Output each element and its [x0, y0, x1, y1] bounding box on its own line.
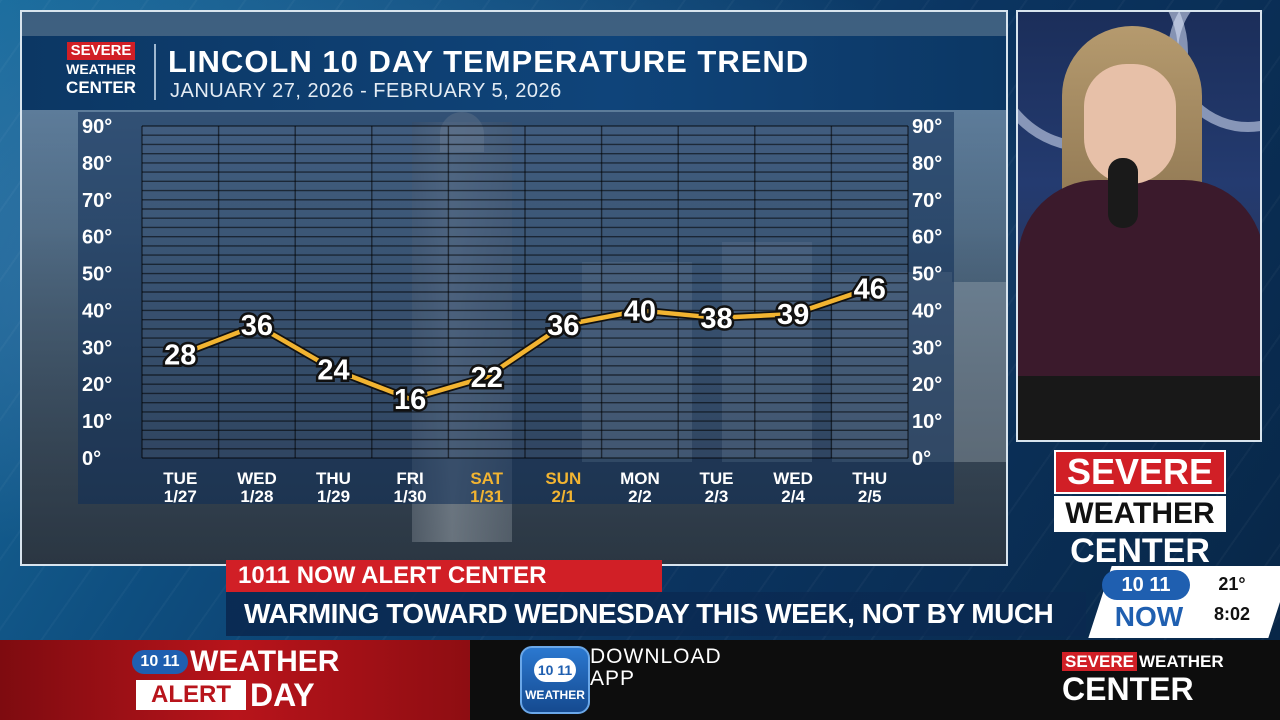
weather-alert-day-banner: 10 11 WEATHER ALERT DAY — [0, 640, 470, 720]
logo-weather-text: WEATHER — [66, 61, 136, 77]
y-tick-label-right: 50° — [912, 264, 942, 286]
headline-text: WARMING TOWARD WEDNESDAY THIS WEEK, NOT … — [244, 598, 1054, 629]
x-date-label: 2/4 — [781, 487, 805, 504]
x-date-label: 1/27 — [164, 487, 197, 504]
bug-now-logo: NOW — [1114, 601, 1184, 632]
temperature-data-label: 46 — [854, 273, 886, 305]
x-day-label: SAT — [470, 469, 503, 488]
x-day-label: TUE — [163, 469, 197, 488]
severe-weather-center-logo: SEVERE WEATHER CENTER — [58, 42, 144, 104]
backdrop-building — [952, 282, 1006, 462]
temperature-data-label: 39 — [777, 299, 809, 331]
bottom-logo-center: CENTER — [1062, 671, 1194, 707]
x-day-label: THU — [852, 469, 887, 488]
temperature-data-label: 28 — [164, 340, 196, 372]
x-day-label: TUE — [700, 469, 734, 488]
x-date-label: 1/30 — [394, 487, 427, 504]
x-day-label: FRI — [396, 469, 423, 488]
temperature-data-label: 38 — [700, 303, 732, 335]
y-tick-label-right: 30° — [912, 337, 942, 359]
x-date-label: 2/2 — [628, 487, 652, 504]
temperature-data-label: 22 — [471, 362, 503, 394]
temperature-line — [178, 286, 872, 402]
bottom-banner: 10 11 WEATHER ALERT DAY 10 11 WEATHER DO… — [0, 640, 1280, 720]
temperature-data-label: 36 — [241, 310, 273, 342]
logo-severe-text: SEVERE — [66, 42, 136, 60]
y-tick-label-right: 0° — [912, 448, 931, 470]
y-tick-label-left: 40° — [82, 300, 112, 322]
chart-title: LINCOLN 10 DAY TEMPERATURE TREND — [168, 44, 810, 79]
bottom-logo-severe: SEVERE — [1062, 652, 1137, 671]
x-day-label: SUN — [545, 469, 581, 488]
y-tick-label-right: 90° — [912, 116, 942, 138]
x-day-label: WED — [773, 469, 813, 488]
y-tick-label-right: 70° — [912, 190, 942, 212]
side-logo-weather: WEATHER — [1054, 496, 1226, 532]
y-tick-label-left: 80° — [82, 153, 112, 175]
logo-center-text: CENTER — [66, 78, 136, 97]
y-tick-label-left: 0° — [82, 448, 101, 470]
chart-area: 0° 0° 10° 10° 20° 20° 30° 30° 40° 40° 50° 50° 60° 60°… — [78, 112, 954, 504]
x-day-label: MON — [620, 469, 660, 488]
x-date-label: 1/31 — [470, 487, 503, 504]
chart-subtitle: JANUARY 27, 2026 - FEBRUARY 5, 2026 — [170, 80, 562, 102]
x-day-label: WED — [237, 469, 277, 488]
bug-1011-logo: 10 11 — [1102, 570, 1190, 600]
temperature-data-label: 40 — [624, 295, 656, 327]
y-tick-label-left: 30° — [82, 337, 112, 359]
app-weather-label: WEATHER — [525, 688, 585, 702]
y-tick-label-left: 90° — [82, 116, 112, 138]
x-date-label: 2/5 — [858, 487, 882, 504]
bottom-logo-weather: WEATHER — [1138, 652, 1224, 671]
x-date-label: 2/1 — [551, 487, 575, 504]
temperature-data-label: 36 — [547, 310, 579, 342]
studio-desk — [1018, 376, 1260, 440]
bottom-logo-row1: SEVERE WEATHER — [1062, 652, 1224, 672]
y-tick-label-left: 60° — [82, 227, 112, 249]
current-time: 8:02 — [1213, 604, 1251, 624]
temperature-data-label: 16 — [394, 384, 426, 416]
temperature-data-label: 24 — [317, 354, 349, 386]
microphone-icon — [1108, 158, 1138, 228]
y-tick-label-left: 50° — [82, 264, 112, 286]
graphic-header: SEVERE WEATHER CENTER LINCOLN 10 DAY TEM… — [22, 36, 1006, 110]
temperature-graphic-panel: SEVERE WEATHER CENTER LINCOLN 10 DAY TEM… — [20, 10, 1008, 566]
side-logo-center: CENTER — [1070, 532, 1210, 570]
side-logo-severe: SEVERE — [1054, 450, 1226, 494]
y-tick-label-left: 20° — [82, 374, 112, 396]
app-1011-logo: 10 11 — [534, 658, 576, 682]
weather-app-icon: 10 11 WEATHER — [520, 646, 590, 714]
y-tick-label-right: 10° — [912, 411, 942, 433]
y-tick-label-right: 60° — [912, 227, 942, 249]
meteorologist-feed — [1016, 10, 1262, 442]
y-tick-label-right: 20° — [912, 374, 942, 396]
wad-1011-logo: 10 11 — [132, 650, 188, 674]
x-day-label: THU — [316, 469, 351, 488]
side-severe-weather-center-logo: SEVERE WEATHER CENTER — [1054, 450, 1226, 570]
x-date-label: 1/28 — [240, 487, 273, 504]
y-tick-label-left: 70° — [82, 190, 112, 212]
alert-center-label: 1011 NOW ALERT CENTER — [226, 560, 662, 592]
bottom-severe-weather-center-logo: SEVERE WEATHER CENTER — [1062, 652, 1224, 707]
y-tick-label-right: 40° — [912, 300, 942, 322]
wad-alert-text: ALERT — [136, 680, 246, 710]
download-app-text: DOWNLOAD APP — [590, 645, 722, 690]
headline-ticker: WARMING TOWARD WEDNESDAY THIS WEEK, NOT … — [226, 592, 1086, 636]
header-divider — [154, 44, 156, 100]
current-temperature: 21° — [1218, 574, 1246, 594]
y-tick-label-left: 10° — [82, 411, 112, 433]
y-tick-label-right: 80° — [912, 153, 942, 175]
x-date-label: 1/29 — [317, 487, 350, 504]
station-bug: 10 11 NOW 21° 8:02 — [1080, 566, 1280, 638]
wad-weather-text: WEATHER — [190, 645, 340, 678]
x-date-label: 2/3 — [705, 487, 729, 504]
temperature-chart: 0° 0° 10° 10° 20° 20° 30° 30° 40° 40° 50° 50° 60° 60°… — [82, 116, 942, 504]
wad-day-text: DAY — [250, 677, 315, 713]
